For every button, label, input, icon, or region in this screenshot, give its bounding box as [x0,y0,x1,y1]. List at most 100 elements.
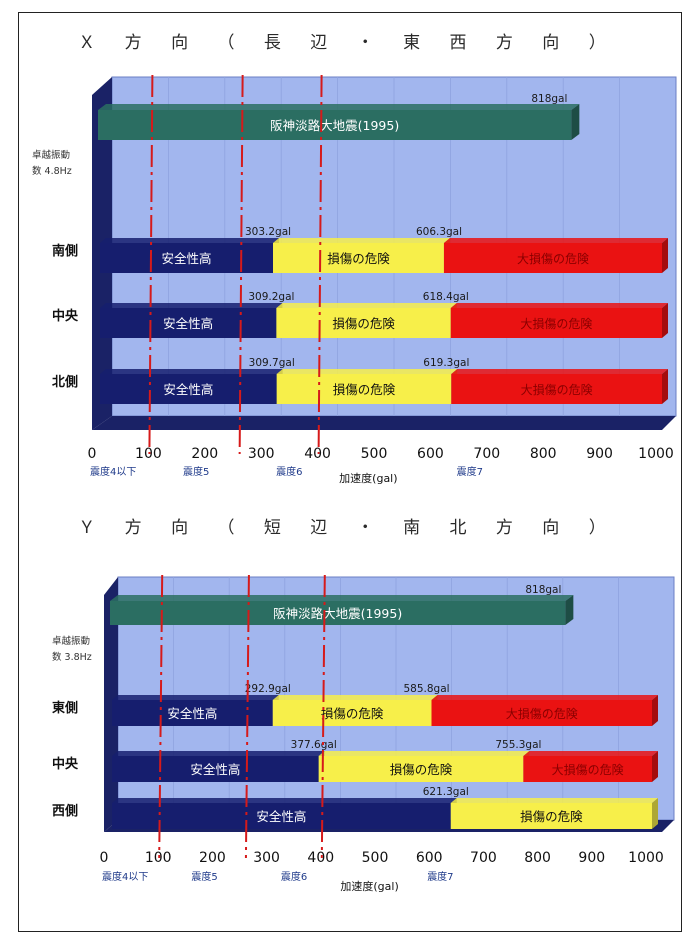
figure-frame [18,12,682,932]
panel0-row0-safe-bar [100,243,274,273]
panel0-x-tick-label: 600 [417,446,444,462]
panel0-x-tick-label: 300 [248,446,275,462]
panel1-x-tick-label: 500 [362,850,389,866]
panel1-intensity-label: 震度5 [191,870,217,883]
panel1-chart-title: Ｙ 方 向 （ 短 辺 ・ 南 北 方 向 ） [78,518,617,538]
panel0-row2-safe-label: 安全性高 [163,382,213,397]
panel0-row2-danger-bar [451,374,662,404]
panel0-row1-safe-bar-top [100,303,283,308]
panel1-row0-name: 東側 [52,700,78,716]
panel0-x-tick-label: 700 [473,446,500,462]
panel0-row1-danger-bar-top [450,303,668,308]
panel1-row0-danger-bar [431,700,652,726]
panel0-row2-caution-bar [276,374,452,404]
panel0-row2-danger-label: 大損傷の危険 [521,382,593,397]
panel0-row1-safe-bar [100,308,277,338]
panel0-row0-t2-label: 606.3gal [416,226,462,238]
panel1-row0-danger-bar-side [652,695,658,726]
panel1-x-tick-label: 700 [470,850,497,866]
panel1-x-tick-label: 300 [253,850,280,866]
panel1-row1-safe-label: 安全性高 [190,762,240,777]
panel1-reference-bar-side [565,595,574,625]
panel0-row1-caution-bar [276,308,451,338]
panel0-row0-danger-bar-top [443,238,668,243]
panel0-reference-bar [98,110,572,140]
panel0-x-tick-label: 500 [361,446,388,462]
panel0-row0-danger-bar-side [662,238,668,273]
panel1-intensity-guide [244,574,250,859]
panel0-x-tick-label: 200 [191,446,218,462]
panel0-row2-name: 北側 [52,374,78,390]
panel0-row2-t2-label: 619.3gal [423,357,469,369]
panel1-row2-caution-bar-side [652,798,658,829]
panel0-intensity-label: 震度5 [183,465,209,478]
panel0-row1-caution-bar-top [276,303,457,308]
panel1-side-note-1: 卓越振動 [52,635,90,647]
panel1-reference-bar [110,601,566,625]
panel1-intensity-label: 震度7 [427,870,453,883]
panel1-row1-safe-bar-top [112,751,325,756]
panel0-row2-safe-bar-top [100,369,283,374]
panel0-row1-caution-label: 損傷の危険 [332,316,395,331]
panel1-row0-caution-bar [272,700,432,726]
panel0-x-tick-label: 900 [586,446,613,462]
panel1-row2-caution-label: 損傷の危険 [520,809,583,824]
panel1-row2-safe-label: 安全性高 [256,809,306,824]
panel1-row2-safe-bar-top [112,798,457,803]
panel1-reference-label: 阪神淡路大地震(1995) [273,606,402,621]
panel1-side-note-2: 数 3.8Hz [52,651,92,663]
panel1-row1-danger-label: 大損傷の危険 [552,762,624,777]
panel0-intensity-guide [238,74,244,455]
panel0-row0-t1-label: 303.2gal [245,226,291,238]
panel0-row2-danger-bar-side [662,369,668,404]
panel1-intensity-guide [320,574,326,859]
panel1-x-tick-label: 400 [307,850,334,866]
panel1-x-tick-label: 200 [199,850,226,866]
panel0-row2-caution-bar-top [276,369,458,374]
panel0-intensity-label: 震度6 [276,465,302,478]
panel1-intensity-label: 震度6 [281,870,307,883]
panel1-row1-name: 中央 [52,756,79,772]
panel1-row0-safe-bar-top [112,695,279,700]
panel0-x-tick-label: 400 [304,446,331,462]
panel1-row1-caution-bar [318,756,524,782]
panel1-row1-danger-bar-side [652,751,658,782]
panel1-row0-t1-label: 292.9gal [245,683,291,695]
panel1-row1-t2-label: 755.3gal [495,739,541,751]
panel1-row0-danger-bar-top [431,695,658,700]
panel1-intensity-guide [158,574,164,859]
panel0-reference-label: 阪神淡路大地震(1995) [270,118,399,133]
panel1-row2-name: 西側 [52,803,78,819]
panel0-x-tick-label: 0 [88,446,97,462]
panel0-chart-title: Ｘ 方 向 （ 長 辺 ・ 東 西 方 向 ） [78,33,617,53]
panel1-x-tick-label: 600 [416,850,443,866]
panel0-reference-bar-top [98,104,580,110]
panel1-row0-caution-label: 損傷の危険 [321,706,384,721]
panel1-x-tick-label: 800 [524,850,551,866]
panel0-row0-danger-bar [443,243,662,273]
panel0-row0-name: 南側 [52,243,78,259]
panel0-row1-name: 中央 [52,308,79,324]
panel0-row0-caution-bar [273,243,444,273]
panel1-row2-safe-bar [112,803,451,829]
panel0-row2-danger-bar-top [451,369,668,374]
panel0-intensity-guide [317,74,323,455]
panel1-row1-caution-bar-top [318,751,530,756]
panel1-row1-danger-bar [523,756,652,782]
panel1-row2-caution-bar-top [450,798,658,803]
panel0-row1-danger-bar-side [662,303,668,338]
panel0-row2-caution-label: 損傷の危険 [333,382,396,397]
panel1-reference-value: 818gal [525,584,561,596]
panel0-intensity-label: 震度7 [457,465,483,478]
panel0-row1-t2-label: 618.4gal [423,291,469,303]
panel0-row0-caution-label: 損傷の危険 [327,251,390,266]
panel0-row0-danger-label: 大損傷の危険 [517,251,589,266]
panel1-x-axis-label: 加速度(gal) [340,879,398,893]
panel0-x-tick-label: 1000 [638,446,674,462]
panel0-row2-t1-label: 309.7gal [249,357,295,369]
panel1-row0-caution-bar-top [272,695,438,700]
panel1-x-tick-label: 100 [145,850,172,866]
panel0-reference-value: 818gal [531,93,567,105]
panel1-row0-safe-bar [112,700,273,726]
